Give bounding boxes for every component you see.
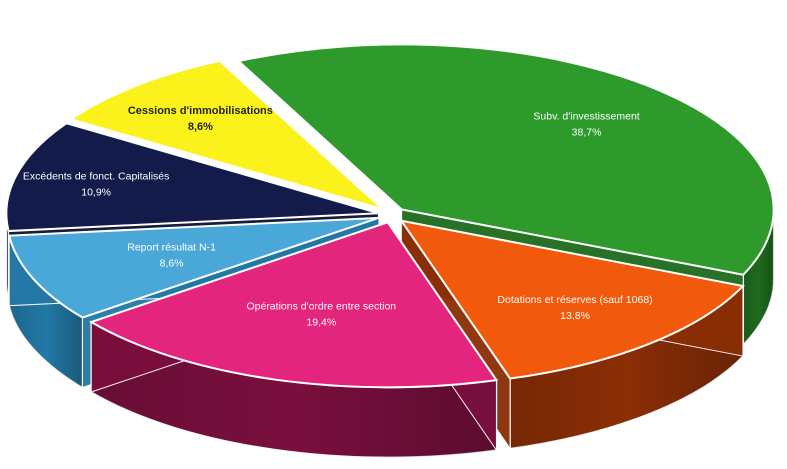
pie-labels: Subv. d'investissement 38,7% Dotations et … [23, 105, 653, 329]
pie-tops [5, 43, 775, 389]
pie-slice-0 [236, 43, 775, 276]
slice-value-1: 13,8% [560, 310, 590, 322]
slice-value-0: 38,7% [572, 126, 602, 138]
pie-slice-5 [68, 59, 384, 211]
slice-label-1: Dotations et réserves (sauf 1068) [497, 294, 652, 306]
slice-value-2: 19,4% [306, 316, 336, 328]
slice-value-5: 8,6% [188, 121, 213, 133]
slice-label-5: Cessions d'immobilisations [128, 105, 273, 117]
pie-slice-4 [5, 122, 379, 233]
pie-slice-3 [7, 216, 380, 319]
slice-value-3: 8,6% [160, 257, 184, 269]
slice-label-3: Report résultat N-1 [127, 241, 216, 253]
pie-slice-1 [399, 219, 745, 380]
slice-label-4: Excédents de fonct. Capitalisés [23, 170, 170, 182]
pie-slice-2 [88, 221, 499, 389]
slice-label-2: Opérations d'ordre entre section [246, 300, 396, 312]
pie-side-shade-2 [91, 321, 497, 458]
slice-label-0: Subv. d'investissement [533, 110, 639, 122]
pie-side-shade-1 [510, 286, 743, 449]
slice-value-4: 10,9% [81, 186, 111, 198]
pie-side-shade-4 [6, 213, 9, 302]
